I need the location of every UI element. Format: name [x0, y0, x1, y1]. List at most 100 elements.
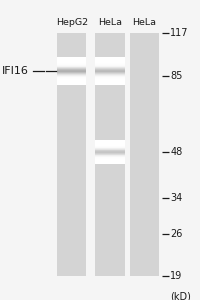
- Bar: [95, 75, 124, 76]
- Bar: [57, 60, 86, 61]
- Bar: [95, 144, 124, 145]
- Bar: [95, 63, 124, 64]
- Bar: [57, 66, 86, 67]
- Bar: [95, 62, 124, 63]
- Bar: [95, 148, 124, 149]
- Bar: [57, 64, 86, 65]
- Bar: [95, 146, 124, 147]
- Bar: [95, 68, 124, 69]
- Bar: [57, 67, 86, 68]
- Bar: [95, 140, 124, 141]
- Bar: [95, 83, 124, 84]
- Bar: [95, 58, 124, 59]
- Bar: [95, 161, 124, 162]
- Bar: [95, 80, 124, 81]
- Bar: [57, 59, 86, 60]
- Bar: [57, 76, 86, 77]
- Bar: [95, 146, 124, 147]
- Bar: [57, 71, 86, 72]
- Bar: [95, 79, 124, 80]
- Bar: [95, 59, 124, 60]
- Bar: [95, 84, 124, 85]
- Text: HeLa: HeLa: [98, 18, 121, 27]
- Bar: [95, 72, 124, 73]
- Bar: [57, 75, 86, 76]
- Bar: [95, 162, 124, 163]
- Bar: [95, 69, 124, 70]
- Bar: [95, 58, 124, 59]
- Text: 85: 85: [170, 71, 182, 81]
- Bar: [57, 61, 86, 62]
- Bar: [95, 157, 124, 158]
- Bar: [57, 72, 86, 73]
- Bar: [57, 64, 86, 65]
- Bar: [95, 152, 124, 153]
- Bar: [95, 74, 124, 75]
- Bar: [57, 62, 86, 63]
- Bar: [95, 158, 124, 159]
- Bar: [95, 75, 124, 76]
- Text: 26: 26: [170, 229, 182, 239]
- Bar: [57, 73, 86, 74]
- Bar: [95, 158, 124, 159]
- Text: 48: 48: [170, 147, 182, 157]
- Bar: [95, 67, 124, 68]
- Bar: [95, 73, 124, 74]
- Bar: [57, 74, 86, 75]
- Bar: [95, 149, 124, 150]
- Bar: [57, 78, 86, 79]
- Bar: [95, 69, 124, 70]
- Bar: [95, 74, 124, 75]
- Bar: [57, 80, 86, 81]
- Bar: [95, 57, 124, 58]
- Bar: [95, 60, 124, 61]
- Bar: [95, 61, 124, 62]
- Text: 19: 19: [170, 271, 182, 281]
- Bar: [57, 83, 86, 84]
- Bar: [95, 159, 124, 160]
- Bar: [57, 67, 86, 68]
- Bar: [57, 59, 86, 60]
- Bar: [95, 156, 124, 157]
- Bar: [57, 73, 86, 74]
- Bar: [95, 66, 124, 67]
- Bar: [95, 64, 124, 65]
- Bar: [95, 154, 124, 155]
- Bar: [95, 156, 124, 157]
- Bar: [95, 67, 124, 68]
- Bar: [95, 153, 124, 154]
- Bar: [95, 147, 124, 148]
- Bar: [57, 74, 86, 75]
- Bar: [95, 65, 124, 66]
- Bar: [57, 84, 86, 85]
- Bar: [95, 162, 124, 163]
- Bar: [57, 70, 86, 71]
- Bar: [57, 58, 86, 59]
- Bar: [95, 68, 124, 69]
- Bar: [57, 69, 86, 70]
- Bar: [95, 33, 124, 276]
- Bar: [95, 150, 124, 151]
- Bar: [95, 160, 124, 161]
- Bar: [95, 147, 124, 148]
- Bar: [57, 75, 86, 76]
- Bar: [95, 61, 124, 62]
- Bar: [95, 143, 124, 144]
- Bar: [57, 65, 86, 66]
- Bar: [95, 141, 124, 142]
- Bar: [95, 76, 124, 77]
- Bar: [57, 68, 86, 69]
- Bar: [95, 160, 124, 161]
- Bar: [95, 73, 124, 74]
- Bar: [95, 145, 124, 146]
- Bar: [95, 149, 124, 150]
- Bar: [95, 157, 124, 158]
- Bar: [57, 79, 86, 80]
- Bar: [95, 80, 124, 81]
- Bar: [57, 82, 86, 83]
- Bar: [95, 70, 124, 71]
- Bar: [57, 81, 86, 82]
- Bar: [57, 68, 86, 69]
- Bar: [95, 78, 124, 79]
- Bar: [95, 143, 124, 144]
